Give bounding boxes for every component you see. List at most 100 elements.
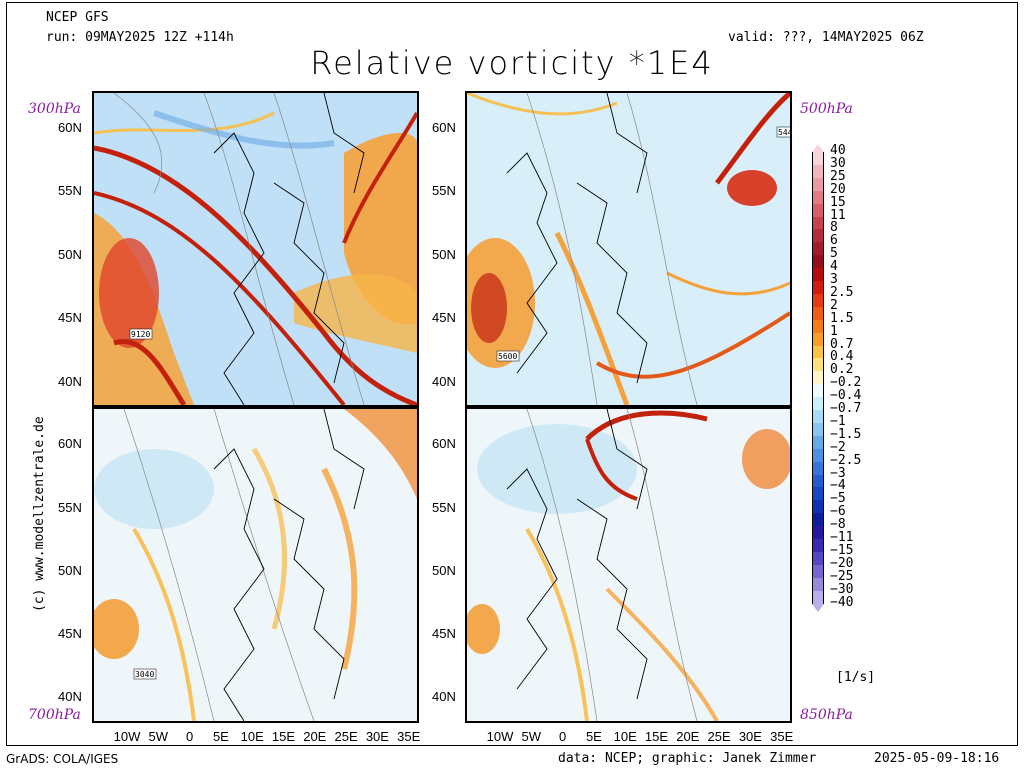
lon-tick-label: 10W [113,729,141,744]
colorbar-swatch [812,164,824,179]
footer-grads: GrADS: COLA/IGES [6,752,119,766]
lon-tick-label: 5W [521,729,542,744]
copyright-text: (c) www.modellzentrale.de [32,416,47,612]
colorbar-swatch [812,345,824,359]
contour-label-700: 3040 [135,670,154,679]
colorbar-label: −3 [830,465,846,481]
colorbar-swatch [812,358,824,372]
colorbar-label: 1 [830,323,838,339]
lat-tick-label: 40N [58,374,82,389]
colorbar-swatch [812,500,824,514]
colorbar-label: 3 [830,272,838,287]
map-panel-700hpa: 3040 [92,407,419,723]
lat-tick-label: 50N [432,563,456,578]
colorbar-label: −0.7 [830,401,862,416]
colorbar-label: 6 [830,233,838,249]
colorbar-label: 25 [830,168,846,184]
lat-tick-label: 55N [58,500,82,515]
footer-timestamp: 2025-05-09-18:16 [874,751,1000,766]
colorbar-label: −4 [830,478,846,494]
colorbar-swatch [812,242,824,256]
lon-tick-label: 5E [212,729,229,744]
colorbar-label: 4 [830,259,838,275]
colorbar-label: 5 [830,246,838,262]
colorbar-label: −2.5 [830,452,862,468]
lon-tick-label: 10E [613,729,637,744]
colorbar-label: 1.5 [830,310,854,326]
colorbar-swatch [812,268,824,282]
lon-tick-label: 20E [303,729,327,744]
lon-tick-label: 30E [365,729,389,744]
colorbar-swatch [812,474,824,488]
colorbar-swatch [812,384,824,398]
lon-tick-label: 15E [644,729,669,744]
lat-tick-label: 50N [432,247,456,262]
lat-tick-label: 60N [58,436,82,451]
contour-label-500-b: 544 [778,128,790,137]
colorbar-label: −1.5 [830,426,862,442]
map-panel-850hpa [465,407,792,723]
lat-tick-label: 55N [432,183,456,198]
level-label-850: 850hPa [800,707,853,723]
colorbar-label: 0.2 [830,362,854,378]
lat-tick-label: 45N [58,310,82,325]
colorbar-label: −1 [830,413,846,429]
colorbar-swatch [812,513,824,527]
colorbar-swatch [812,410,824,424]
colorbar-label: 2.5 [830,284,854,300]
colorbar-swatch [812,422,824,437]
lon-tick-label: 30E [738,729,762,744]
colorbar-label: −0.4 [830,388,862,404]
map-panel-300hpa: 9120 [92,91,419,407]
colorbar-swatch [812,577,824,592]
lat-tick-label: 50N [58,247,82,262]
lon-tick-label: 0 [558,729,567,744]
colorbar-label: −2 [830,439,846,455]
model-name: NCEP GFS [46,10,109,25]
lat-tick-label: 60N [58,120,82,135]
colorbar-unit: [1/s] [836,670,876,685]
map-panel-500hpa: 5600 544 [465,91,792,407]
colorbar-swatch [812,177,824,192]
colorbar-label: 8 [830,220,838,236]
colorbar-swatch [812,564,824,579]
level-label-300: 300hPa [28,101,81,117]
colorbar-swatch [812,461,824,475]
colorbar-label: −5 [830,491,846,507]
colorbar-top-arrow [812,144,824,152]
colorbar-label: 40 [830,143,846,158]
colorbar-swatch [812,229,824,243]
page-title: Relative vorticity *1E4 [310,44,714,82]
colorbar-swatch [812,281,824,295]
lon-tick-label: 5W [148,729,169,744]
lon-tick-label: 5E [585,729,602,744]
colorbar-label: −40 [830,594,854,610]
colorbar-label: −15 [830,542,854,558]
contour-label-300: 9120 [131,330,150,339]
lon-tick-label: 25E [334,729,358,744]
lat-tick-label: 55N [432,500,456,515]
colorbar-swatch [812,203,824,217]
run-info: run: 09MAY2025 12Z +114h [46,30,234,45]
colorbar-label: −30 [830,581,854,597]
lon-tick-label: 25E [707,729,731,744]
colorbar-label: 30 [830,155,846,171]
level-label-700: 700hPa [28,707,81,723]
valid-time: valid: ???, 14MAY2025 06Z [728,30,924,45]
lon-tick-label: 15E [271,729,296,744]
colorbar-label: −11 [830,530,854,545]
colorbar-swatch [812,435,824,450]
colorbar-label: −6 [830,504,846,520]
lat-tick-label: 40N [58,689,82,704]
colorbar-label: −8 [830,517,846,533]
lat-tick-label: 60N [432,120,456,135]
colorbar-swatch [812,293,824,308]
lat-tick-label: 50N [58,563,82,578]
colorbar-swatch [812,319,824,334]
colorbar-label: −20 [830,555,854,571]
lon-tick-label: 0 [185,729,194,744]
colorbar-label: 20 [830,181,846,197]
colorbar-swatch [812,152,824,166]
colorbar-label: 11 [830,207,846,223]
lon-tick-label: 10W [486,729,514,744]
